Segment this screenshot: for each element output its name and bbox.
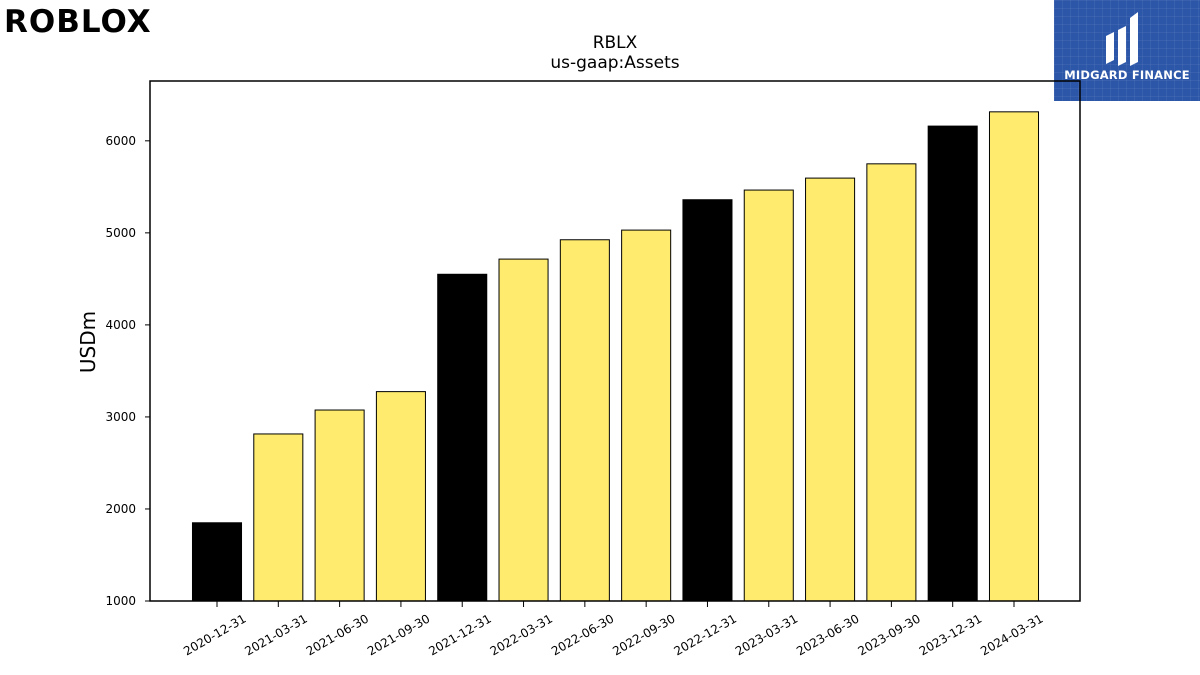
x-tick-label: 2022-09-30 (610, 611, 677, 658)
x-tick-label: 2023-03-31 (733, 611, 800, 658)
y-ticks-group: 1000 2000 3000 4000 5000 6000 (105, 134, 150, 608)
x-tick-label: 2020-12-31 (181, 611, 248, 658)
bars-group (191, 111, 1040, 602)
x-tick-label: 2021-09-30 (365, 611, 432, 658)
y-tick-label: 5000 (105, 226, 136, 240)
badge-text: MIDGARD FINANCE (1064, 68, 1190, 82)
chart-title: RBLX (593, 33, 638, 53)
plot-frame (149, 80, 1081, 602)
x-tick-label: 2021-03-31 (242, 611, 309, 658)
y-tick-label: 1000 (105, 594, 136, 608)
x-tick-label: 2023-12-31 (917, 611, 984, 658)
bar-2021-06-30 (314, 409, 365, 602)
midgard-logo-icon (1106, 12, 1138, 66)
bar-2023-12-31 (927, 125, 978, 602)
x-tick-label: 2022-12-31 (672, 611, 739, 658)
x-ticks-group: 2020-12-312021-03-312021-06-302021-09-30… (181, 601, 1046, 658)
x-tick-label: 2022-06-30 (549, 611, 616, 658)
roblox-logo: ROBLOX (4, 4, 152, 40)
y-tick-label: 4000 (105, 318, 136, 332)
midgard-finance-badge: MIDGARD FINANCE (1054, 0, 1200, 101)
chart-subtitle: us-gaap:Assets (550, 53, 679, 73)
bar-2021-12-31 (437, 273, 488, 602)
bar-2020-12-31 (191, 522, 243, 602)
x-tick-label: 2022-03-31 (488, 611, 555, 658)
x-tick-label: 2021-06-30 (304, 611, 371, 658)
x-tick-label: 2023-06-30 (794, 611, 861, 658)
bar-2023-09-30 (866, 163, 917, 602)
bar-2022-12-31 (682, 199, 733, 602)
y-axis-label: USDm (76, 311, 100, 373)
bar-2022-09-30 (621, 229, 672, 602)
x-tick-label: 2021-12-31 (426, 611, 493, 658)
bar-2022-03-31 (498, 258, 549, 602)
bar-2021-03-31 (253, 433, 304, 602)
bar-2023-03-31 (743, 189, 794, 602)
y-tick-label: 3000 (105, 410, 136, 424)
bar-2022-06-30 (559, 239, 610, 602)
x-tick-label: 2024-03-31 (978, 611, 1045, 658)
y-tick-label: 6000 (105, 134, 136, 148)
x-tick-label: 2023-09-30 (855, 611, 922, 658)
bar-2024-03-31 (988, 111, 1040, 602)
bar-2023-06-30 (805, 177, 856, 602)
y-tick-label: 2000 (105, 502, 136, 516)
bar-2021-09-30 (375, 391, 426, 602)
